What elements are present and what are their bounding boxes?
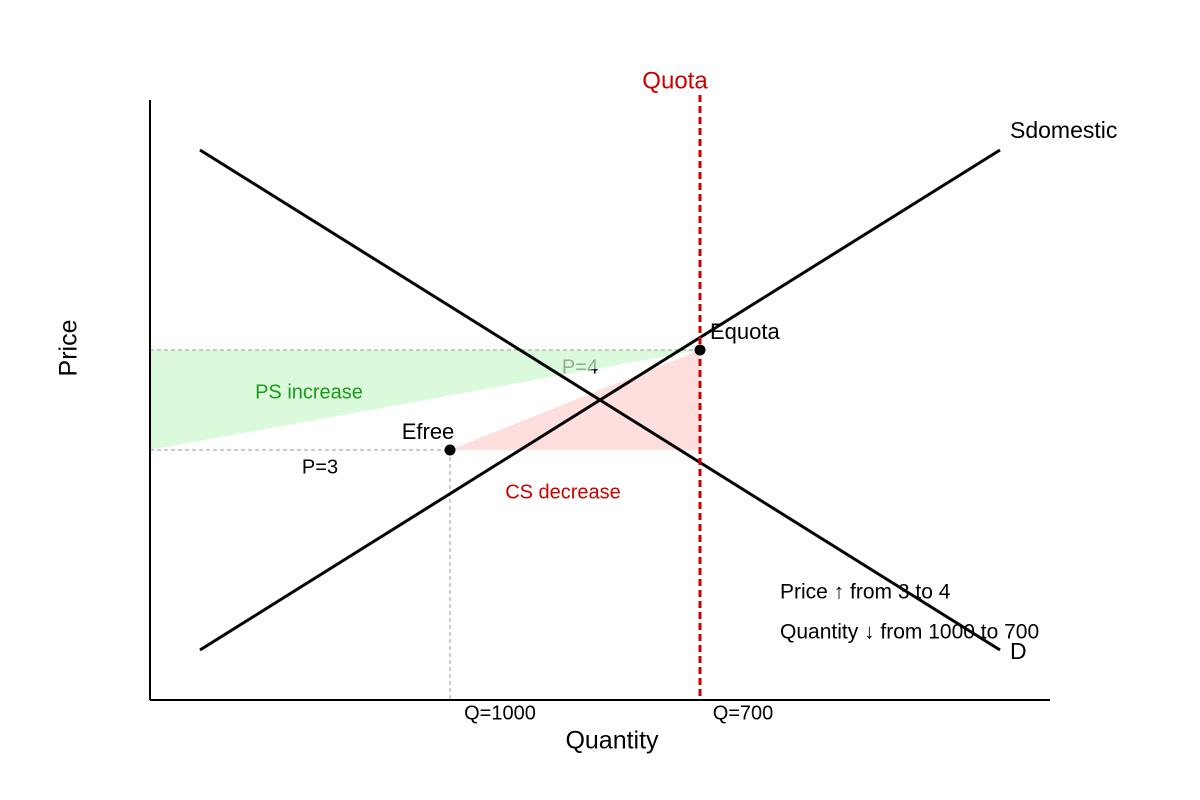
demand-label: D — [1010, 638, 1027, 664]
point-label: Efree — [402, 419, 455, 444]
ps-label: PS increase — [255, 381, 363, 403]
point-label: Equota — [710, 319, 780, 344]
x-axis-label: Quantity — [565, 727, 659, 755]
price-free-label: P=3 — [302, 456, 338, 478]
note: Quantity ↓ from 1000 to 700 — [780, 621, 1039, 644]
quantity-free-label: Q=1000 — [464, 702, 536, 724]
cs-label: CS decrease — [505, 481, 621, 503]
supply-label: Sdomestic — [1010, 117, 1117, 143]
note: Price ↑ from 3 to 4 — [780, 581, 951, 604]
quota-equilibrium-point — [694, 344, 706, 356]
free-equilibrium-point — [444, 444, 456, 456]
quota-label: Quota — [642, 67, 708, 94]
quantity-quota-label: Q=700 — [713, 702, 774, 724]
demand-curve — [199, 148, 1001, 652]
y-axis-label: Price — [55, 320, 83, 377]
